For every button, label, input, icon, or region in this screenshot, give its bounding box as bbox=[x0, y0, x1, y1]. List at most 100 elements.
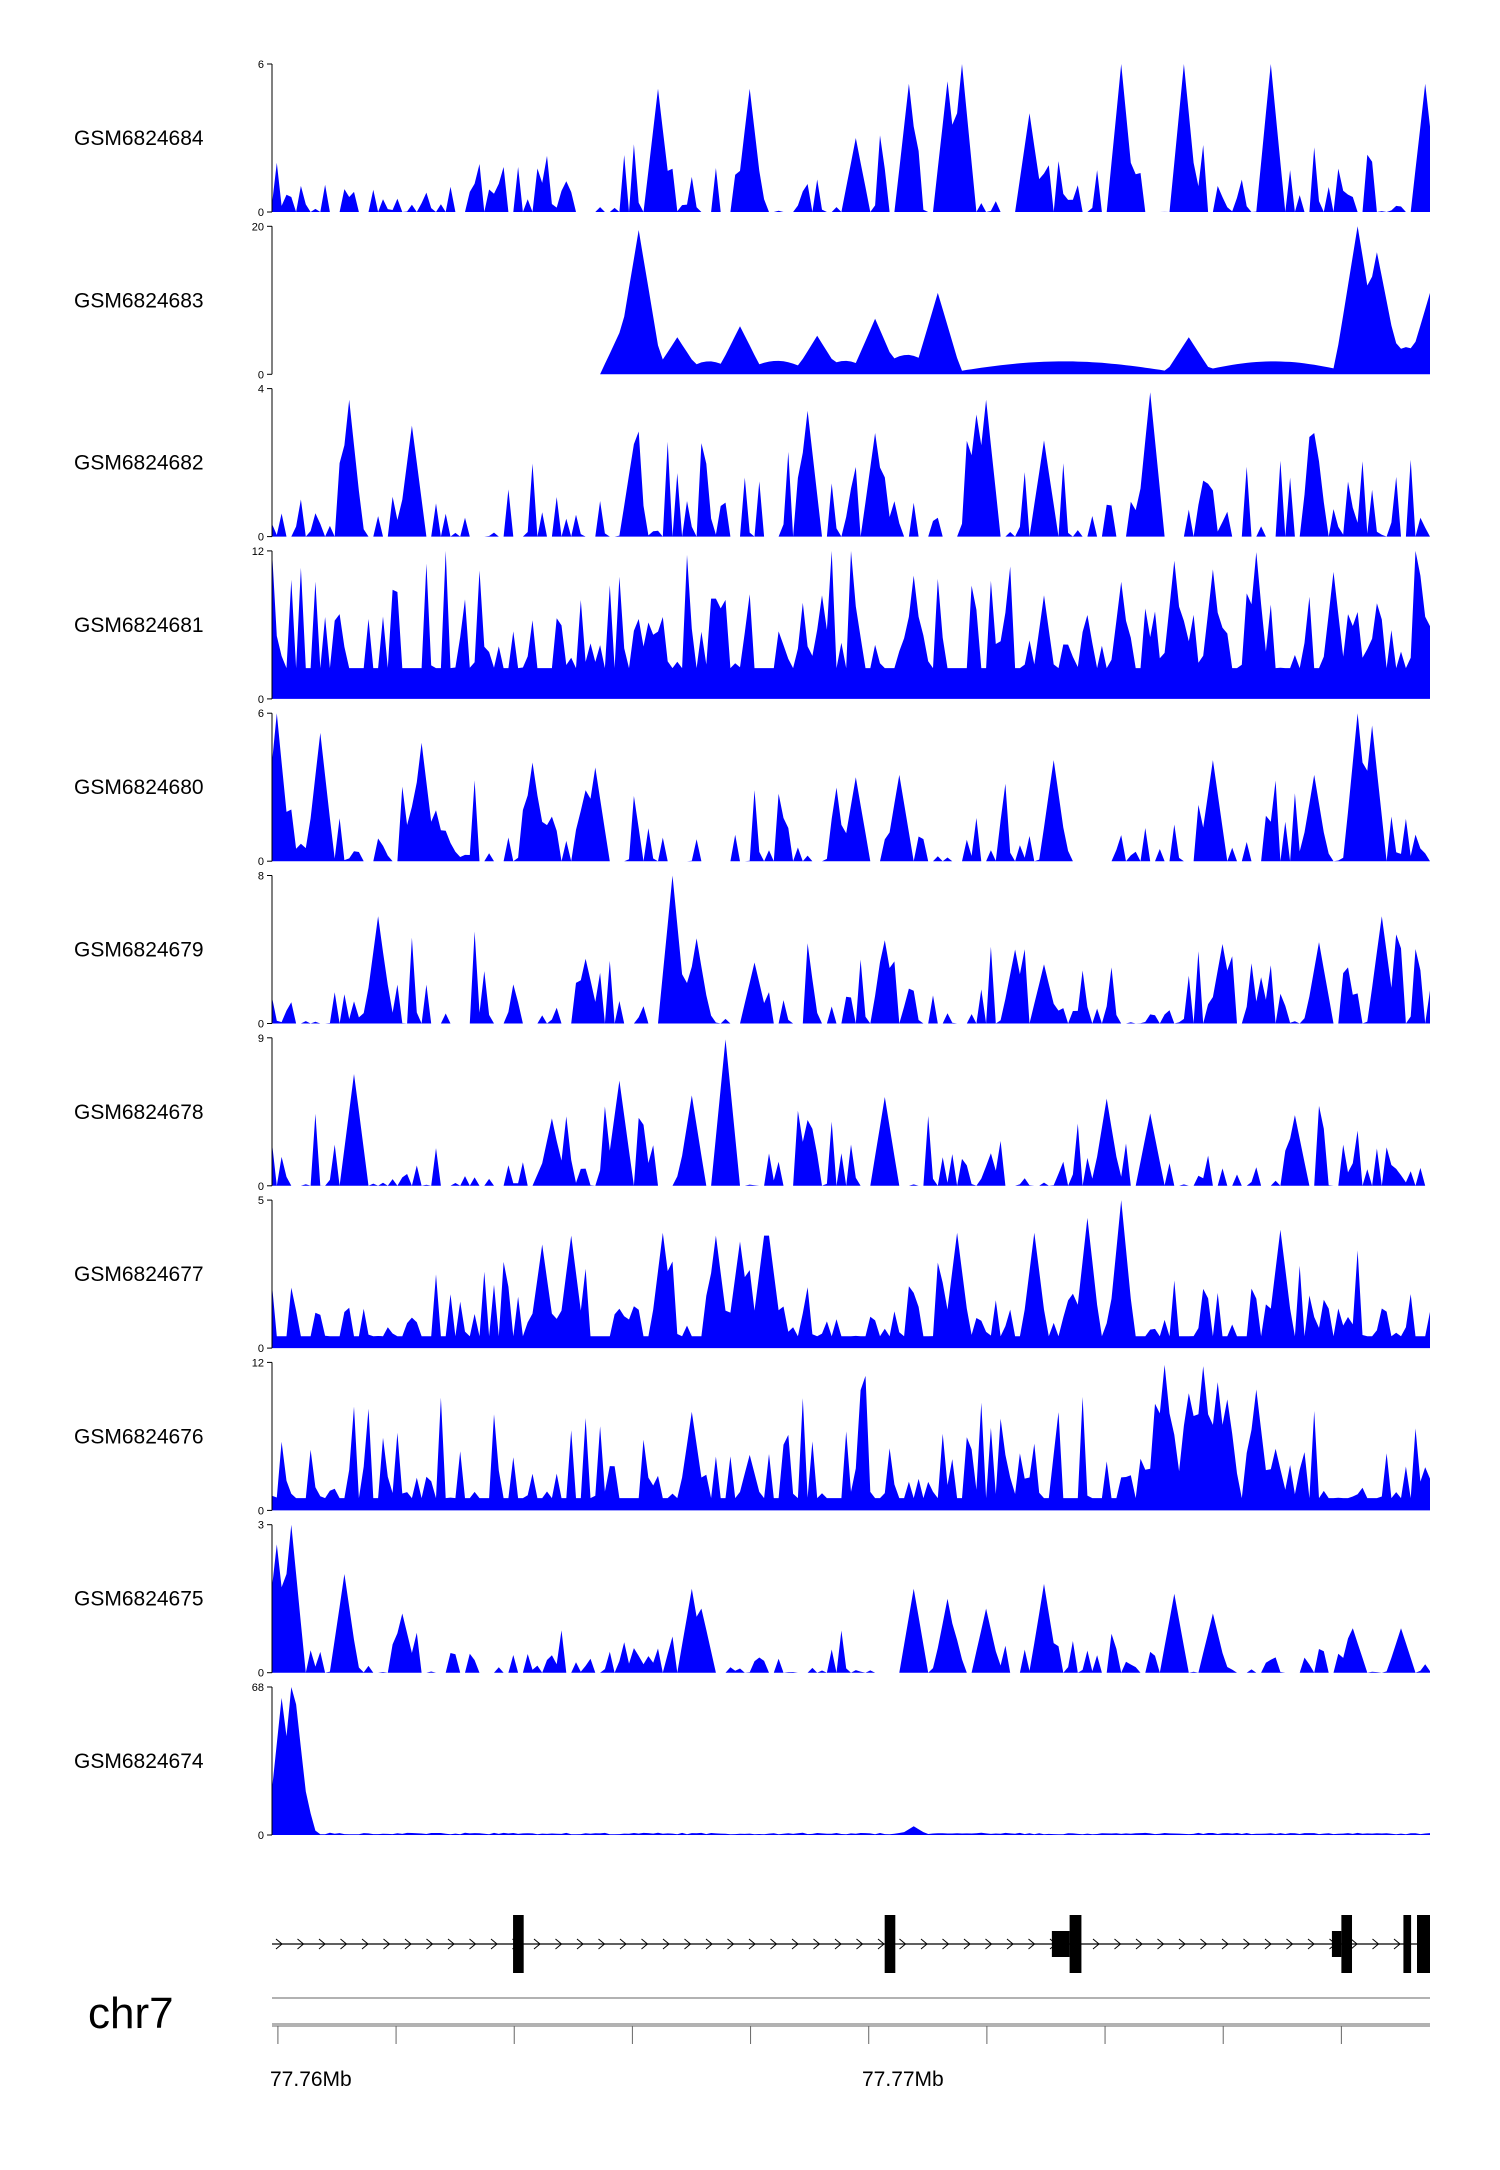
strand-arrow bbox=[447, 1938, 455, 1950]
strand-arrow bbox=[490, 1938, 498, 1950]
y-tick-label-max: 8 bbox=[258, 871, 264, 883]
track-label-GSM6824684: GSM6824684 bbox=[74, 127, 204, 150]
track-GSM6824680: 6 0 GSM6824680 bbox=[74, 708, 1430, 868]
y-tick-label-zero: 0 bbox=[258, 1019, 264, 1031]
y-tick-label-zero: 0 bbox=[258, 1668, 264, 1680]
track-label-GSM6824682: GSM6824682 bbox=[74, 452, 204, 475]
strand-arrow bbox=[684, 1938, 692, 1950]
track-GSM6824675: 3 0 GSM6824675 bbox=[74, 1520, 1430, 1680]
strand-arrow bbox=[770, 1938, 778, 1950]
signal-tracks: 6 0 GSM6824684 20 0 GSM6824683 4 0 GSM6824682 12 0… bbox=[74, 59, 1430, 1842]
track-label-GSM6824677: GSM6824677 bbox=[74, 1263, 204, 1286]
strand-arrow bbox=[705, 1938, 713, 1950]
strand-arrow bbox=[727, 1938, 735, 1950]
strand-arrow bbox=[1200, 1938, 1208, 1950]
strand-arrow bbox=[1393, 1938, 1401, 1950]
chromosome-axis: chr7 77.76Mb 77.77Mb bbox=[88, 1989, 1430, 2091]
y-tick-label-zero: 0 bbox=[258, 856, 264, 868]
strand-arrow bbox=[404, 1938, 412, 1950]
strand-arrow bbox=[1135, 1938, 1143, 1950]
signal-area-GSM6824676 bbox=[272, 1364, 1430, 1511]
strand-arrow bbox=[598, 1938, 606, 1950]
y-tick-label-zero: 0 bbox=[258, 532, 264, 544]
chromosome-label: chr7 bbox=[88, 1989, 174, 2038]
signal-area-GSM6824683 bbox=[272, 226, 1430, 375]
strand-arrow bbox=[1157, 1938, 1165, 1950]
strand-arrow bbox=[383, 1938, 391, 1950]
y-tick-label-zero: 0 bbox=[258, 1343, 264, 1355]
signal-area-GSM6824681 bbox=[272, 550, 1430, 699]
strand-arrow bbox=[963, 1938, 971, 1950]
x-tick-label-77-77: 77.77Mb bbox=[862, 2068, 944, 2091]
y-tick-label-max: 12 bbox=[252, 546, 264, 558]
strand-arrow bbox=[1350, 1938, 1358, 1950]
x-tick-label-77-76: 77.76Mb bbox=[270, 2068, 352, 2091]
strand-arrow bbox=[834, 1938, 842, 1950]
y-tick-label-max: 20 bbox=[252, 221, 264, 233]
y-tick-label-zero: 0 bbox=[258, 694, 264, 706]
strand-arrow bbox=[1286, 1938, 1294, 1950]
signal-area-GSM6824679 bbox=[272, 875, 1430, 1024]
exon bbox=[1403, 1915, 1412, 1973]
exon bbox=[1051, 1931, 1070, 1957]
y-tick-label-max: 4 bbox=[258, 384, 264, 396]
y-tick-label-zero: 0 bbox=[258, 1830, 264, 1842]
strand-arrow bbox=[619, 1938, 627, 1950]
signal-area-GSM6824682 bbox=[272, 392, 1430, 537]
y-tick-label-max: 9 bbox=[258, 1033, 264, 1045]
gene-model-track bbox=[272, 1915, 1430, 1973]
y-tick-label-max: 6 bbox=[258, 708, 264, 720]
track-label-GSM6824681: GSM6824681 bbox=[74, 614, 204, 637]
signal-area-GSM6824675 bbox=[272, 1524, 1430, 1673]
strand-arrow bbox=[1264, 1938, 1272, 1950]
track-label-GSM6824683: GSM6824683 bbox=[74, 289, 204, 312]
signal-area-GSM6824680 bbox=[272, 713, 1430, 862]
y-tick-label-max: 5 bbox=[258, 1195, 264, 1207]
exon bbox=[1341, 1915, 1353, 1973]
strand-arrow bbox=[791, 1938, 799, 1950]
strand-arrow bbox=[576, 1938, 584, 1950]
y-tick-label-max: 3 bbox=[258, 1520, 264, 1532]
genomic-axis-ticks bbox=[277, 2026, 1342, 2044]
track-label-GSM6824675: GSM6824675 bbox=[74, 1588, 204, 1611]
strand-arrow bbox=[1243, 1938, 1251, 1950]
strand-arrow bbox=[469, 1938, 477, 1950]
track-GSM6824679: 8 0 GSM6824679 bbox=[74, 871, 1430, 1031]
strand-arrow bbox=[662, 1938, 670, 1950]
track-GSM6824676: 12 0 GSM6824676 bbox=[74, 1357, 1430, 1517]
signal-area-GSM6824678 bbox=[272, 1039, 1430, 1186]
strand-arrow bbox=[555, 1938, 563, 1950]
strand-arrow bbox=[1372, 1938, 1380, 1950]
y-tick-label-max: 6 bbox=[258, 59, 264, 71]
exon bbox=[1069, 1915, 1082, 1973]
track-GSM6824683: 20 0 GSM6824683 bbox=[74, 221, 1430, 381]
track-label-GSM6824674: GSM6824674 bbox=[74, 1750, 204, 1773]
strand-arrow bbox=[1114, 1938, 1122, 1950]
strand-arrow bbox=[1178, 1938, 1186, 1950]
y-tick-label-zero: 0 bbox=[258, 369, 264, 381]
track-GSM6824674: 68 0 GSM6824674 bbox=[74, 1682, 1430, 1842]
track-GSM6824677: 5 0 GSM6824677 bbox=[74, 1195, 1430, 1355]
track-GSM6824684: 6 0 GSM6824684 bbox=[74, 59, 1430, 219]
track-label-GSM6824678: GSM6824678 bbox=[74, 1101, 204, 1124]
exon bbox=[1417, 1915, 1430, 1973]
strand-arrow bbox=[1006, 1938, 1014, 1950]
strand-arrow bbox=[361, 1938, 369, 1950]
strand-arrow bbox=[275, 1938, 283, 1950]
strand-arrow bbox=[748, 1938, 756, 1950]
exon bbox=[884, 1915, 896, 1973]
exon bbox=[1331, 1931, 1342, 1957]
strand-arrow bbox=[297, 1938, 305, 1950]
strand-arrow bbox=[899, 1938, 907, 1950]
strand-arrow bbox=[1221, 1938, 1229, 1950]
strand-arrow bbox=[920, 1938, 928, 1950]
strand-arrow bbox=[340, 1938, 348, 1950]
strand-arrow bbox=[426, 1938, 434, 1950]
exon bbox=[513, 1915, 524, 1973]
strand-arrow bbox=[1028, 1938, 1036, 1950]
track-GSM6824682: 4 0 GSM6824682 bbox=[74, 384, 1430, 544]
track-label-GSM6824680: GSM6824680 bbox=[74, 776, 204, 799]
track-GSM6824681: 12 0 GSM6824681 bbox=[74, 546, 1430, 706]
signal-area-GSM6824674 bbox=[272, 1687, 1430, 1835]
gene-exons bbox=[513, 1915, 1430, 1973]
